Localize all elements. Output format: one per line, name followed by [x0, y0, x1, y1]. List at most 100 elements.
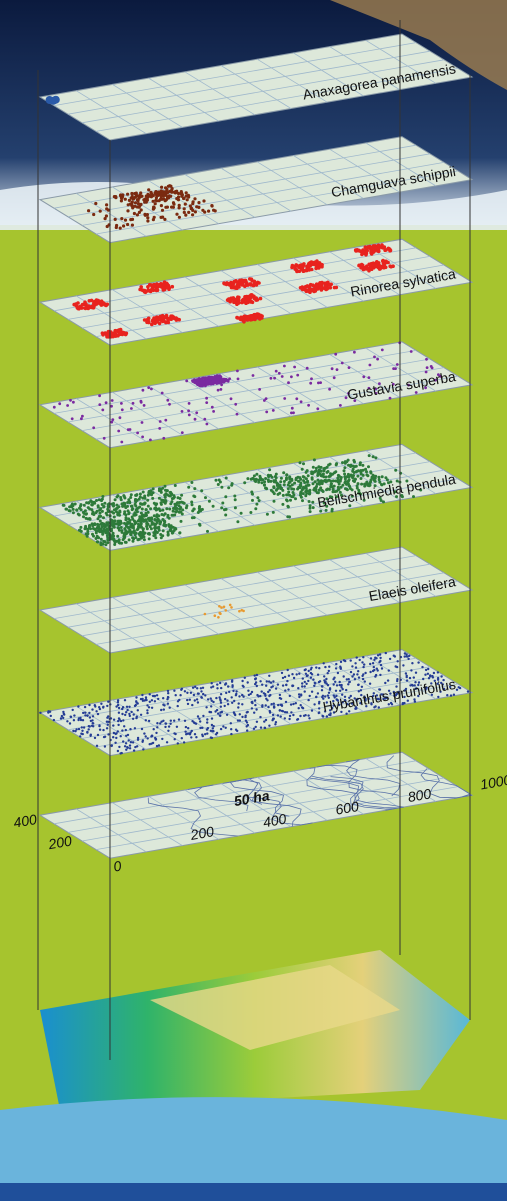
tree-dot	[219, 376, 223, 379]
tree-dot	[146, 493, 150, 497]
tree-dot	[298, 672, 301, 675]
tree-dot	[186, 702, 190, 706]
grid-line	[184, 481, 256, 526]
tree-dot	[104, 214, 108, 218]
tree-dot	[251, 498, 254, 502]
tree-dot	[344, 487, 347, 491]
tree-dot	[170, 513, 174, 517]
tree-dot	[191, 202, 195, 206]
tree-dot	[73, 714, 76, 717]
tree-dot	[244, 283, 248, 288]
tree-dot	[277, 703, 280, 707]
tree-dot	[343, 698, 347, 702]
tree-dot	[264, 694, 267, 697]
tree-dot	[245, 721, 249, 724]
tree-dot	[221, 501, 225, 505]
grid-line	[75, 705, 147, 750]
tree-dot	[123, 218, 128, 222]
tree-dot	[227, 297, 231, 301]
tree-dot	[224, 682, 228, 685]
tree-dot	[279, 480, 283, 484]
tree-dot	[335, 368, 339, 371]
tree-dot	[103, 745, 107, 748]
tree-dot	[161, 499, 165, 502]
tree-dot	[166, 702, 170, 705]
tree-dot	[345, 712, 348, 715]
tree-dot	[107, 700, 110, 703]
tree-dot	[310, 470, 314, 474]
tree-dot	[69, 715, 72, 718]
tree-dot	[351, 476, 355, 480]
tree-dot	[132, 537, 136, 541]
grid-line	[256, 161, 328, 206]
tree-dot	[91, 715, 95, 718]
tree-dot	[413, 684, 416, 687]
tree-dot	[301, 677, 304, 680]
tree-dot	[91, 708, 94, 711]
layer: Elaeis oleifera	[38, 546, 474, 654]
tree-dot	[119, 199, 123, 203]
tree-dot	[160, 185, 164, 189]
tree-dot	[149, 190, 153, 194]
tree-dot	[136, 709, 139, 712]
tree-dot	[135, 528, 139, 532]
tree-dot	[187, 727, 190, 730]
tree-dot	[396, 678, 399, 681]
tree-dot	[112, 537, 116, 541]
tree-dot	[158, 509, 162, 513]
tree-dot	[105, 203, 109, 207]
tree-dot	[437, 695, 440, 699]
tree-dot	[334, 479, 338, 483]
tree-dot	[193, 733, 197, 736]
tree-dot	[87, 725, 91, 728]
tree-dot	[116, 701, 120, 704]
tree-dot	[412, 495, 415, 499]
tree-dot	[167, 523, 171, 527]
tree-dot	[196, 687, 199, 690]
tree-dot	[344, 396, 348, 400]
tree-dot	[147, 194, 151, 198]
tree-dot	[157, 697, 160, 701]
x-axis-label: 200	[188, 823, 215, 843]
tree-dot	[340, 361, 344, 365]
tree-dot	[421, 665, 424, 669]
tree-dot	[169, 490, 173, 494]
tree-dot	[97, 498, 101, 502]
grid-line	[112, 597, 183, 641]
tree-dot	[152, 522, 156, 526]
tree-dot	[347, 484, 351, 488]
tree-dot	[106, 509, 110, 513]
grid-line	[81, 162, 445, 226]
tree-dot	[306, 479, 310, 483]
grid-line	[365, 142, 437, 187]
tree-dot	[269, 681, 273, 684]
tree-dot	[198, 717, 201, 720]
tree-dot	[92, 426, 96, 430]
tree-dot	[153, 518, 157, 521]
y-axis-label: 200	[46, 832, 73, 852]
tree-dot	[304, 494, 308, 498]
tree-dot	[325, 715, 329, 718]
tree-dot	[72, 400, 75, 404]
tree-dot	[401, 702, 404, 706]
tree-dot	[290, 483, 294, 487]
tree-dot	[267, 690, 270, 694]
tree-dot	[351, 464, 355, 468]
tree-dot	[244, 714, 247, 717]
tree-dot	[189, 691, 193, 694]
tree-dot	[202, 692, 205, 696]
tree-dot	[371, 662, 375, 665]
tree-dot	[330, 367, 334, 371]
tree-dot	[310, 377, 313, 381]
tree-dot	[80, 417, 83, 421]
tree-dot	[119, 519, 123, 523]
tree-dot	[255, 673, 259, 677]
tree-dot	[127, 512, 131, 516]
tree-dot	[214, 710, 217, 713]
tree-dot	[134, 745, 137, 749]
tree-dot	[332, 678, 335, 681]
tree-dot	[201, 734, 204, 738]
tree-dot	[140, 507, 144, 511]
tree-dot	[196, 692, 200, 695]
tree-dot	[163, 495, 167, 499]
